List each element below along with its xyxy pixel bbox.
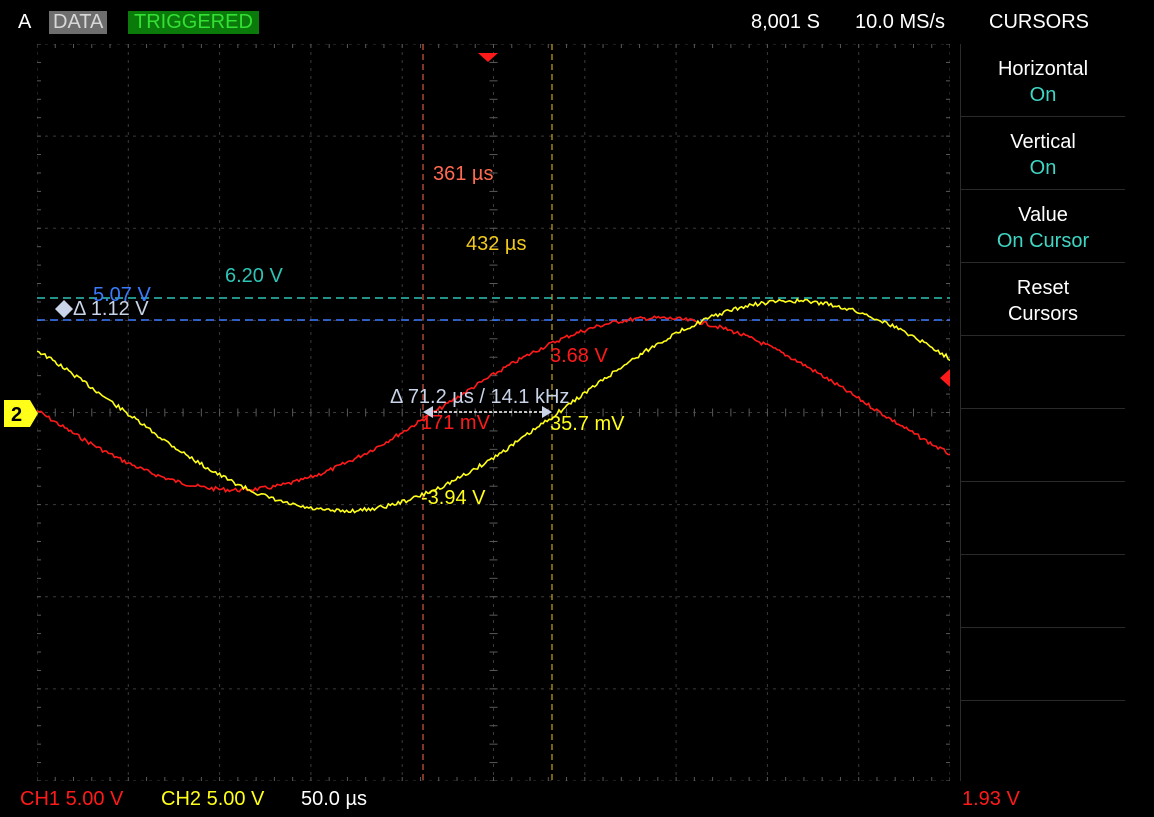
trigger-level-marker-icon [940,369,950,387]
ch2-cursor-value: -3.94 V [421,487,486,509]
menu-reset-sublabel: Cursors [1007,303,1078,325]
menu-value-label: Value [1018,204,1068,226]
trigger-level[interactable]: 1.93 V [962,788,1020,810]
mode-badge: DATA [49,11,108,34]
horizontal-cursor-2-voltage: 5.07 V [93,284,151,306]
menu-empty-slot [961,336,1125,409]
delta-v-diamond-icon [55,300,73,318]
timebase[interactable]: 50.0 µs [301,788,368,810]
menu-vertical-button[interactable]: Vertical On [961,117,1125,190]
menu-title: CURSORS [989,11,1090,33]
menu-horizontal-label: Horizontal [997,58,1089,80]
ch1-trace [37,315,950,493]
ch2-ground-marker[interactable]: 2 [4,400,38,427]
menu-horizontal-value: On [1029,84,1057,106]
delta-t-readout: Δ 71.2 µs / 14.1 kHz [390,386,570,408]
ch2-trace [37,297,950,514]
trigger-status-badge: TRIGGERED [128,11,259,34]
ch1-cursor-value: 3.68 V [550,345,608,367]
ch2-ground-marker-label: 2 [11,404,22,426]
delta-v-readout: Δ 1.12 V [73,298,149,320]
menu-vertical-value: On [1029,157,1057,179]
menu-empty-slot [961,482,1125,555]
channel-letter: A [18,11,32,33]
menu-empty-slot [961,701,1125,774]
delta-t-left-arrow [423,406,433,418]
menu-empty-slot [961,555,1125,628]
sample-rate: 10.0 MS/s [855,11,946,33]
menu-vertical-label: Vertical [1010,131,1076,153]
menu-reset-cursors-button[interactable]: Reset Cursors [961,263,1125,336]
vertical-cursor-1-time: 361 µs [433,163,494,185]
sample-count: 8,001 S [751,11,820,33]
menu-empty-slot [961,628,1125,701]
menu-empty-slot [961,409,1125,482]
menu-value-value: On Cursor [996,230,1090,252]
trigger-position-marker-icon [478,53,498,62]
cursors-menu: Horizontal On Vertical On Value On Curso… [960,44,1125,781]
menu-reset-label: Reset [1016,277,1070,299]
ch2-scale[interactable]: CH2 5.00 V [161,788,265,810]
vertical-cursor-2-time: 432 µs [466,233,527,255]
waveform-display[interactable] [37,44,950,781]
menu-horizontal-button[interactable]: Horizontal On [961,44,1125,117]
ch1-scale[interactable]: CH1 5.00 V [20,788,124,810]
delta-t-right-arrow [542,406,552,418]
horizontal-cursor-1-voltage: 6.20 V [225,265,283,287]
menu-value-button[interactable]: Value On Cursor [961,190,1125,263]
ch1-cursor-1-value: 171 mV [421,412,490,434]
ch2-cursor-2-value: 35.7 mV [550,413,625,435]
